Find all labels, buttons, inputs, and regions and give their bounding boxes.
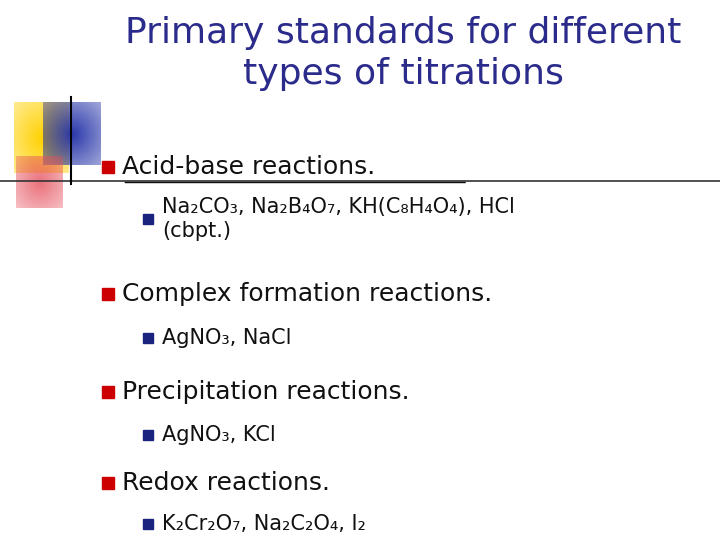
Text: Primary standards for different
types of titrations: Primary standards for different types of… — [125, 16, 681, 91]
Text: AgNO₃, KCl: AgNO₃, KCl — [162, 424, 276, 445]
Text: Redox reactions.: Redox reactions. — [122, 471, 330, 495]
Text: Precipitation reactions.: Precipitation reactions. — [122, 380, 410, 403]
Text: Complex formation reactions.: Complex formation reactions. — [122, 282, 492, 306]
Text: Na₂CO₃, Na₂B₄O₇, KH(C₈H₄O₄), HCl
(cbpt.): Na₂CO₃, Na₂B₄O₇, KH(C₈H₄O₄), HCl (cbpt.) — [162, 197, 515, 241]
Text: AgNO₃, NaCl: AgNO₃, NaCl — [162, 327, 292, 348]
Text: Acid-base reactions.: Acid-base reactions. — [122, 156, 376, 179]
Text: K₂Cr₂O₇, Na₂C₂O₄, I₂: K₂Cr₂O₇, Na₂C₂O₄, I₂ — [162, 514, 366, 534]
